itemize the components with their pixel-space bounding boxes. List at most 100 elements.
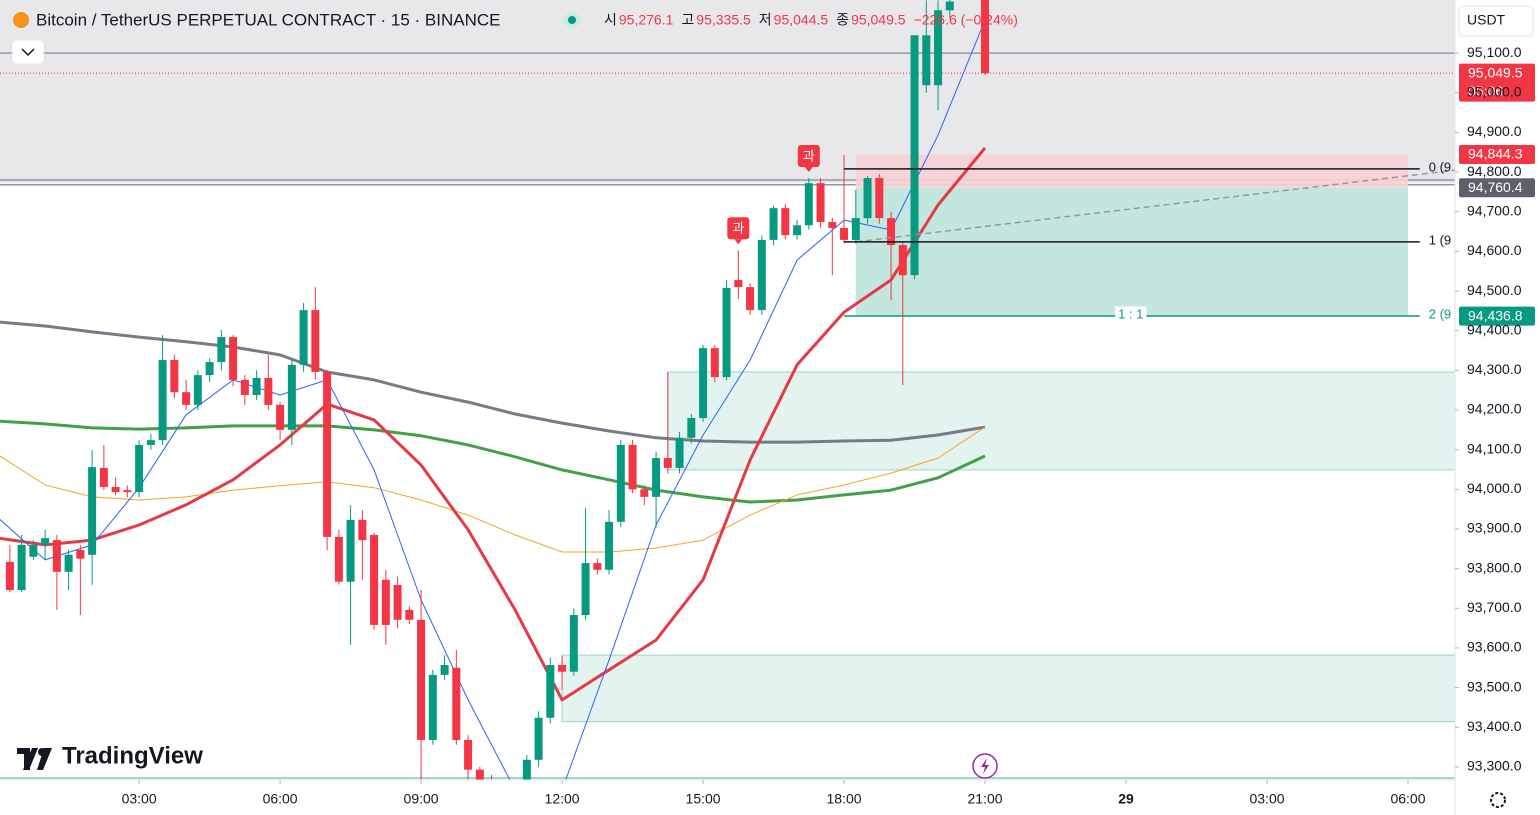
candle-body	[452, 667, 461, 740]
logo-mark	[17, 748, 38, 770]
chevron	[21, 48, 35, 57]
candle-body	[229, 337, 238, 380]
x-tick-label: 18:00	[827, 791, 862, 807]
candle-body	[5, 561, 14, 591]
candle-body	[793, 225, 802, 236]
y-tick-label: 94,600.0	[1467, 242, 1522, 258]
y-tick-label: 94,100.0	[1467, 440, 1522, 456]
candle-body	[358, 519, 367, 541]
fib-label: 2 (9	[1429, 306, 1451, 321]
candle-body	[828, 222, 837, 229]
plot-area: 0 (91 (92 (91 : 1과과	[0, 0, 1455, 780]
candle-body	[99, 467, 108, 487]
candle-body	[687, 417, 696, 438]
candle-body	[276, 404, 285, 430]
candle-body	[417, 619, 426, 740]
ohlc-key: 고	[681, 12, 694, 28]
candle-body	[863, 178, 872, 219]
candle-body	[746, 287, 755, 311]
candle-body	[17, 544, 26, 591]
x-tick-label: 03:00	[122, 791, 157, 807]
candle-body	[851, 218, 860, 240]
currency-button[interactable]	[1458, 5, 1534, 37]
candle-body	[182, 392, 191, 405]
status-dot	[568, 16, 576, 24]
candle-body	[252, 377, 261, 395]
candle-body	[534, 717, 543, 760]
candle-body	[840, 228, 849, 240]
ohlc-value: 95,276.1	[619, 12, 674, 28]
candle-body	[170, 360, 179, 393]
y-tick-label: 93,300.0	[1467, 758, 1522, 774]
ohlc-key: 저	[759, 12, 772, 28]
countdown: 05:06	[1468, 83, 1503, 99]
candle-body	[299, 310, 308, 365]
trend-line	[855, 169, 1455, 243]
candle-body	[334, 536, 343, 582]
y-tick-label: 94,500.0	[1467, 282, 1522, 298]
y-tick-label: 94,000.0	[1467, 480, 1522, 496]
x-tick-label: 06:00	[263, 791, 298, 807]
moving-average	[0, 20, 986, 780]
candle-body	[652, 458, 661, 497]
candle-body	[699, 348, 708, 418]
stop-zone	[855, 154, 1409, 188]
candle-body	[135, 444, 144, 493]
logo-text: TradingView	[62, 742, 203, 769]
candle-body	[405, 609, 414, 620]
price-label-text: 94,436.8	[1468, 307, 1523, 323]
candle-body	[522, 759, 531, 780]
y-tick-label: 94,200.0	[1467, 401, 1522, 417]
candle-body	[205, 362, 214, 376]
y-tick-label: 94,300.0	[1467, 361, 1522, 377]
price-label-text: 94,760.4	[1468, 179, 1523, 195]
moving-average	[0, 146, 987, 702]
settings-icon[interactable]	[1490, 792, 1506, 808]
candle-body	[710, 348, 719, 378]
candle-body	[193, 375, 202, 405]
bolt	[981, 758, 989, 774]
x-tick-label: 21:00	[968, 791, 1003, 807]
ratio-label: 1 : 1	[1118, 306, 1143, 321]
candle-body	[922, 35, 931, 86]
ohlc-key: 종	[836, 12, 849, 28]
price-label-text: 95,049.5	[1468, 64, 1523, 80]
header: Bitcoin / TetherUS PERPETUAL CONTRACT · …	[13, 10, 1018, 29]
candle-body	[769, 208, 778, 240]
candle-body	[628, 444, 637, 490]
candle-body	[428, 674, 437, 740]
y-tick-label: 95,100.0	[1467, 44, 1522, 60]
target-zone	[855, 187, 1409, 317]
x-tick-label: 12:00	[545, 791, 580, 807]
candle-body	[393, 584, 402, 620]
candle-body	[346, 519, 355, 582]
y-tick-label: 93,800.0	[1467, 559, 1522, 575]
y-tick-label: 93,500.0	[1467, 678, 1522, 694]
change: −226.6 (−0.24%)	[914, 12, 1018, 28]
currency: USDT	[1467, 12, 1506, 28]
y-tick-label: 94,900.0	[1467, 123, 1522, 139]
candle-body	[264, 377, 273, 405]
marker-pointer	[734, 239, 743, 245]
candle-body	[558, 665, 567, 672]
x-tick-label: 29	[1118, 791, 1134, 807]
x-tick-label: 15:00	[686, 791, 721, 807]
collapse-button[interactable]	[11, 39, 45, 65]
candle-body	[640, 489, 649, 497]
candle-body	[111, 486, 120, 493]
candle-body	[734, 279, 743, 288]
zone	[667, 371, 1455, 471]
candle-body	[41, 538, 50, 545]
candle-body	[381, 579, 390, 625]
candle-body	[546, 665, 555, 718]
ohlc: 시 95,276.1 고 95,335.5 저 95,044.5 종 95,049.5	[604, 12, 906, 28]
fib-label: 0 (9	[1429, 159, 1451, 174]
y-tick-label: 95,000.0	[1467, 83, 1522, 99]
candle-body	[123, 490, 132, 493]
y-tick-label: 93,700.0	[1467, 599, 1522, 615]
zone	[561, 654, 1455, 723]
symbol: Bitcoin / TetherUS PERPETUAL CONTRACT · …	[36, 10, 500, 29]
marker-pointer	[804, 167, 813, 173]
coin-icon	[13, 12, 29, 28]
candle-body	[663, 458, 672, 468]
